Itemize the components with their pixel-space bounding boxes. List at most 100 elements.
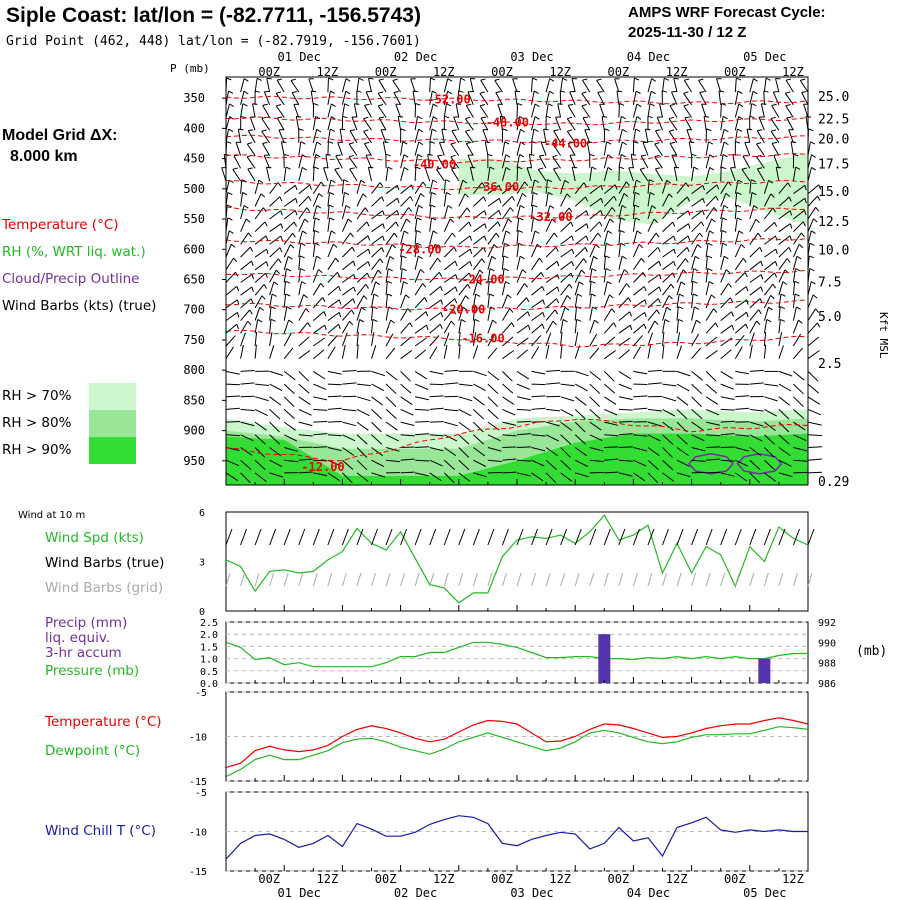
wind-barb	[342, 459, 354, 470]
wind-barb-flag	[568, 207, 573, 213]
wind-y-tick: 3	[199, 558, 205, 569]
wind-barb	[385, 319, 392, 334]
wind-barb-flag	[451, 232, 456, 238]
wind-barb	[298, 230, 303, 245]
wind-barb	[467, 91, 474, 105]
wind-barb	[807, 184, 820, 195]
wind-barb	[603, 371, 615, 382]
wind-barb-flag	[511, 322, 515, 328]
wind-barb	[516, 193, 523, 207]
wind-barb-flag	[809, 255, 814, 259]
isotherm-line	[225, 329, 809, 348]
wind-barb	[254, 307, 261, 321]
wind-barb-flag	[728, 283, 732, 288]
wind-barb	[429, 459, 443, 467]
wind-barb-flag	[228, 230, 234, 234]
wind-barb-flag	[338, 299, 342, 305]
wind-barb	[312, 297, 323, 309]
wind-barb-flag	[290, 244, 295, 249]
wind-barb	[807, 458, 822, 461]
top-time-tick: 00Z	[491, 65, 513, 79]
wind-barb-flag	[737, 179, 743, 183]
wind-barb-flag	[552, 320, 557, 326]
wind-barb-flag	[426, 324, 429, 331]
wind-barb-flag	[634, 204, 640, 208]
wind-barb-flag	[328, 77, 334, 81]
wind-barb	[758, 117, 765, 131]
wind-barb	[458, 180, 464, 194]
wind-barb-flag	[738, 230, 744, 235]
legend-wind-barbs: Wind Barbs (kts) (true)	[2, 298, 157, 314]
wind-barb	[603, 308, 613, 321]
isotherm-label: -40.00	[413, 158, 456, 172]
wind-barb-grid-mark	[356, 572, 362, 587]
wind-barb-flag	[611, 207, 616, 212]
wind-barb-grid	[221, 77, 823, 484]
wind-barb-flag	[454, 298, 458, 304]
legend-wind-barbs-grid: Wind Barbs (grid)	[45, 580, 164, 596]
wind-barb	[501, 255, 505, 270]
wind-barb	[516, 433, 531, 436]
wind-barb	[516, 181, 526, 194]
wind-barb-flag	[673, 261, 676, 267]
wind-barb	[502, 471, 517, 474]
wind-barb	[705, 371, 717, 382]
wind-barb	[473, 182, 483, 195]
wind-barb	[225, 434, 241, 437]
wind-barb-flag	[707, 268, 713, 272]
wind-barb	[444, 382, 459, 385]
wind-barb-flag	[771, 103, 777, 106]
wind-barb	[298, 154, 303, 169]
wind-barb	[531, 407, 546, 410]
wind-barb-flag	[736, 191, 742, 195]
legend-rh: RH (%, WRT liq. wat.)	[2, 244, 146, 260]
wind-barb	[429, 370, 444, 375]
wind-barb-flag	[647, 115, 653, 119]
wind-barb-flag	[277, 116, 283, 119]
wind-barb	[553, 130, 562, 144]
wind-barb-flag	[387, 268, 393, 272]
wind-barb-flag	[265, 272, 268, 278]
wind-barb	[574, 319, 578, 334]
isotherm-line	[225, 95, 809, 105]
wind-barb-flag	[364, 141, 370, 144]
wind-barb	[371, 196, 383, 207]
top-day-label: 05 Dec	[743, 50, 786, 64]
wind-barb	[574, 269, 582, 283]
wind-barb	[676, 258, 686, 271]
wind-barb	[632, 116, 638, 131]
wind-barb	[720, 141, 725, 156]
wind-barb	[706, 446, 721, 448]
wind-barb	[647, 246, 659, 258]
wind-barb	[427, 154, 431, 169]
wind-barb-flag	[770, 129, 777, 132]
wind-barb	[531, 370, 546, 375]
wind-barb	[647, 369, 662, 372]
wind-barb-flag	[298, 128, 304, 131]
wind-barb-flag	[519, 204, 525, 209]
wind-barb-flag	[591, 268, 597, 272]
wind-barb	[385, 434, 399, 442]
wind-barb	[458, 272, 470, 283]
wind-barb	[269, 409, 281, 420]
wind-barb	[327, 230, 332, 245]
wind-barb-flag	[527, 324, 531, 331]
wind-barb-flag	[811, 154, 816, 158]
wind-barb	[443, 103, 447, 118]
wind-barb	[569, 91, 576, 105]
wind-barb	[632, 346, 641, 359]
wind-barb	[662, 344, 665, 359]
height-tick-label: 15.0	[818, 185, 849, 200]
wind-barb	[356, 344, 359, 359]
wind-barb-flag	[465, 116, 471, 120]
bottom-time-tick: 12Z	[317, 872, 339, 886]
wind-barb-flag	[475, 293, 481, 297]
wind-barb-flag	[796, 306, 801, 310]
wind-barb-flag	[541, 286, 545, 292]
wind-barb-flag	[334, 167, 340, 170]
wind-10m-panel-frame	[225, 511, 809, 612]
wind-barb	[807, 421, 822, 426]
wind-barb-flag	[236, 324, 240, 330]
wind-barb	[400, 308, 409, 321]
pressure-tick-label: 650	[183, 272, 205, 286]
